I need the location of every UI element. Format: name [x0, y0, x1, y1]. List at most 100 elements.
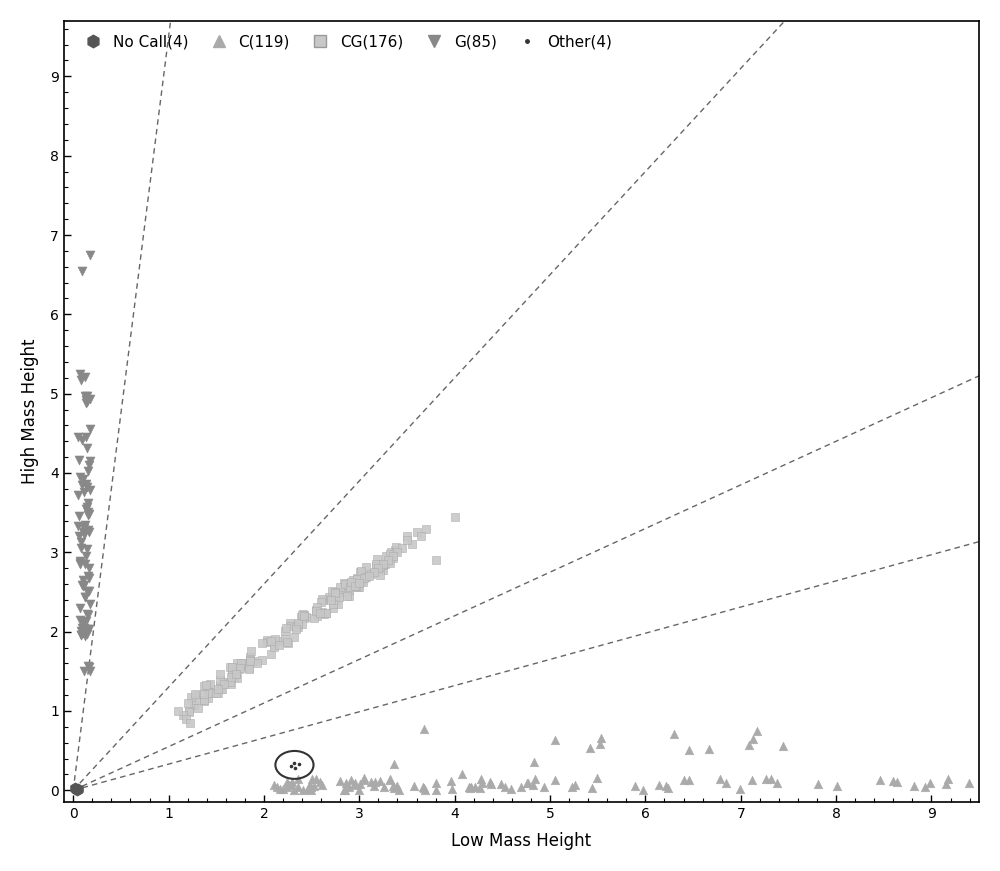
Point [80, 569, 96, 583]
Point [375, 557, 391, 571]
Point [266, 778, 282, 792]
Point [366, 779, 382, 793]
Point [222, 675, 238, 689]
Point [350, 579, 366, 593]
Point [186, 699, 202, 712]
Point [70, 430, 86, 444]
Point [744, 773, 760, 787]
Point [277, 624, 293, 638]
Point [231, 662, 247, 676]
Point [368, 557, 384, 571]
Point [323, 592, 339, 606]
Point [80, 505, 96, 519]
Point [303, 780, 319, 793]
Point [79, 395, 95, 409]
Point [339, 589, 355, 603]
Point [872, 773, 888, 787]
Point [372, 774, 388, 788]
Point [356, 773, 372, 787]
Point [71, 453, 87, 467]
Point [346, 778, 362, 792]
Point [183, 690, 199, 704]
Point [82, 665, 98, 679]
Point [567, 778, 583, 792]
Point [77, 389, 93, 403]
Point [75, 472, 91, 486]
Point [314, 779, 330, 793]
Point [202, 677, 218, 691]
Point [592, 738, 608, 752]
Point [189, 688, 205, 702]
Point [284, 775, 300, 789]
Point [249, 656, 265, 670]
Point [380, 553, 396, 567]
Point [213, 682, 229, 696]
Point [547, 733, 563, 747]
Point [651, 778, 667, 792]
Point [353, 564, 369, 577]
Point [82, 422, 98, 436]
Point [74, 578, 90, 592]
Point [376, 780, 392, 793]
Point [413, 530, 429, 544]
Point [527, 773, 543, 787]
Point [69, 782, 85, 796]
Point [78, 549, 94, 563]
Point [351, 576, 367, 590]
Point [301, 782, 317, 796]
Point [70, 782, 86, 796]
Point [212, 679, 228, 692]
Point [290, 773, 306, 787]
Point [382, 772, 398, 786]
Point [732, 781, 748, 795]
Point [386, 757, 402, 771]
Point [77, 526, 93, 540]
Point [461, 780, 477, 794]
Point [330, 597, 346, 611]
Point [497, 780, 513, 794]
Point [294, 608, 310, 622]
Point [306, 779, 322, 793]
Point [259, 633, 275, 647]
Point [443, 774, 459, 788]
Point [627, 780, 643, 793]
Point [336, 576, 352, 590]
Point [212, 667, 228, 681]
Point [266, 640, 282, 654]
Point [79, 480, 95, 494]
Point [415, 780, 431, 793]
Point [940, 773, 956, 787]
Point [775, 739, 791, 753]
Point [372, 568, 388, 582]
Point [210, 683, 226, 697]
Point [77, 591, 93, 604]
Point [385, 550, 401, 564]
Point [519, 776, 535, 790]
Point [758, 773, 774, 787]
Point [306, 611, 322, 625]
Point [313, 595, 329, 609]
Point [81, 584, 97, 598]
Point [224, 668, 240, 682]
Point [399, 533, 415, 547]
Point [279, 635, 295, 649]
Point [378, 549, 394, 563]
Point [77, 557, 93, 571]
Point [77, 590, 93, 604]
Point [355, 575, 371, 589]
Point [503, 782, 519, 796]
Point [337, 577, 353, 591]
Point [68, 782, 84, 796]
Point [243, 644, 259, 658]
Point [345, 573, 361, 587]
Point [394, 542, 410, 556]
Point [327, 585, 343, 599]
Point [71, 509, 87, 523]
Point [81, 571, 97, 584]
Point [79, 584, 95, 598]
Point [829, 779, 845, 793]
Point [658, 780, 674, 793]
Point [399, 530, 415, 544]
Point [889, 775, 905, 789]
Point [79, 622, 95, 636]
